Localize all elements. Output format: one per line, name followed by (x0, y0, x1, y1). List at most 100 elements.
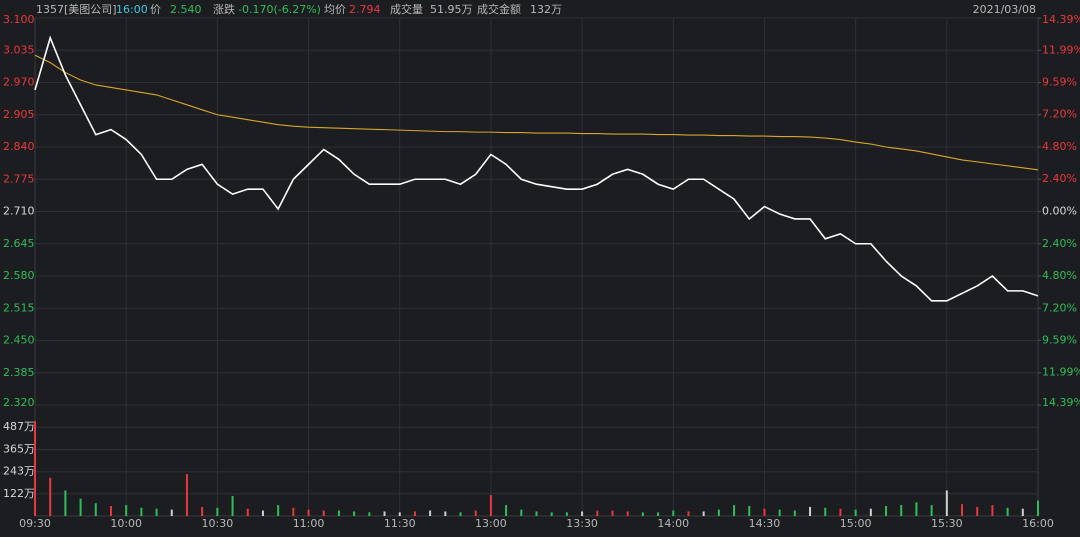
volume-bar (550, 512, 553, 516)
volume-bar (778, 509, 781, 516)
volume-bar (1037, 500, 1039, 516)
volume-bar (809, 506, 812, 516)
volume-bar (672, 510, 675, 516)
x-tick-label: 09:30 (19, 517, 51, 530)
volume-bar (930, 505, 933, 516)
volume-bar (581, 511, 584, 516)
volume-bar (702, 511, 705, 516)
volume-tick-label: 365万 (3, 442, 35, 455)
x-tick-label: 11:30 (384, 517, 416, 530)
date: 2021/03/08 (973, 3, 1036, 16)
volume-bar (398, 512, 401, 516)
y2-tick-label: 14.39% (1042, 396, 1080, 409)
x-tick-label: 15:00 (840, 517, 872, 530)
volume-bar (231, 495, 234, 516)
y2-tick-label: 0.00% (1042, 205, 1077, 218)
volume-bar (94, 503, 97, 516)
volume-bar (641, 512, 644, 516)
time: 16:00 (116, 3, 148, 16)
volume-bar (79, 498, 82, 516)
avg: 2.794 (349, 3, 381, 16)
change-label: 涨跌 (213, 2, 235, 16)
volume-bar (976, 506, 979, 516)
y-tick-label: 2.710 (3, 205, 35, 218)
volume-bar (64, 490, 67, 516)
volume-bar (353, 511, 356, 516)
turnover-label: 成交金额 (477, 2, 521, 16)
turnover: 132万 (530, 3, 562, 16)
x-tick-label: 13:00 (475, 517, 507, 530)
volume-bar (945, 490, 948, 516)
volume-bar (489, 495, 492, 516)
volume-bar (717, 509, 720, 516)
y2-tick-label: 2.40% (1042, 237, 1077, 250)
volume-bar (49, 477, 52, 516)
volume: 51.95万 (430, 3, 473, 16)
x-tick-label: 13:30 (566, 517, 598, 530)
volume-bar (748, 505, 751, 516)
volume-bar (155, 508, 158, 516)
volume-bar (991, 505, 994, 516)
volume-bar (368, 512, 371, 516)
volume-bar (885, 505, 888, 516)
x-tick-label: 15:30 (931, 517, 963, 530)
y2-tick-label: 4.80% (1042, 269, 1077, 282)
x-tick-label: 10:30 (202, 517, 234, 530)
y2-tick-label: 7.20% (1042, 301, 1077, 314)
volume-bar (109, 505, 112, 516)
line-price (34, 35, 1039, 302)
y2-tick-label: 2.40% (1042, 172, 1077, 185)
y-tick-label: 2.320 (3, 396, 35, 409)
price: 2.540 (170, 3, 202, 16)
volume-bar (185, 474, 188, 516)
volume-bar (626, 511, 629, 516)
y2-tick-label: 11.99% (1042, 366, 1080, 379)
volume-bar (915, 502, 918, 516)
volume-bar (596, 510, 599, 516)
volume-bar (292, 507, 295, 516)
volume-label: 成交量 (390, 2, 423, 16)
volume-bar (687, 511, 690, 516)
volume-bar (140, 507, 143, 516)
x-tick-label: 14:00 (657, 517, 689, 530)
volume-bar (383, 511, 386, 516)
volume-bar (459, 512, 462, 516)
y-tick-label: 3.035 (3, 43, 35, 56)
stock-code: 1357[美图公司] (36, 3, 117, 16)
volume-bar (277, 505, 280, 516)
y2-tick-label: 14.39% (1042, 13, 1080, 26)
volume-bar (611, 510, 614, 516)
y2-tick-label: 9.59% (1042, 76, 1077, 89)
avg-label: 均价 (324, 3, 346, 16)
volume-bar (535, 511, 538, 516)
volume-bar (337, 510, 340, 516)
y-tick-label: 2.645 (3, 237, 35, 250)
volume-bar (854, 509, 857, 516)
volume-bar (505, 505, 508, 516)
y2-tick-label: 9.59% (1042, 333, 1077, 346)
x-tick-label: 11:00 (293, 517, 325, 530)
y2-tick-label: 4.80% (1042, 140, 1077, 153)
y-tick-label: 2.450 (3, 334, 35, 347)
volume-bar (474, 510, 477, 516)
change: -0.170(-6.27%) (238, 3, 321, 16)
volume-bar (170, 509, 173, 516)
volume-bar (1021, 508, 1024, 516)
x-tick-label: 16:00 (1022, 517, 1054, 530)
y2-tick-label: 11.99% (1042, 43, 1080, 56)
volume-bar (246, 508, 249, 516)
header: 1357[美图公司] 16:00 价 2.540 涨跌 -0.170(-6.27… (36, 2, 1036, 16)
y-tick-label: 2.905 (3, 108, 35, 121)
volume-bar (520, 509, 523, 516)
volume-bar (824, 507, 827, 516)
x-tick-label: 14:30 (749, 517, 781, 530)
volume-bar (413, 511, 416, 516)
volume-bar (216, 507, 219, 516)
volume-bar (1006, 507, 1009, 516)
volume-bar (961, 504, 964, 516)
y-tick-label: 3.100 (3, 13, 35, 26)
x-tick-label: 10:00 (110, 517, 142, 530)
volume-bar (839, 508, 842, 516)
line-average (34, 54, 1039, 171)
